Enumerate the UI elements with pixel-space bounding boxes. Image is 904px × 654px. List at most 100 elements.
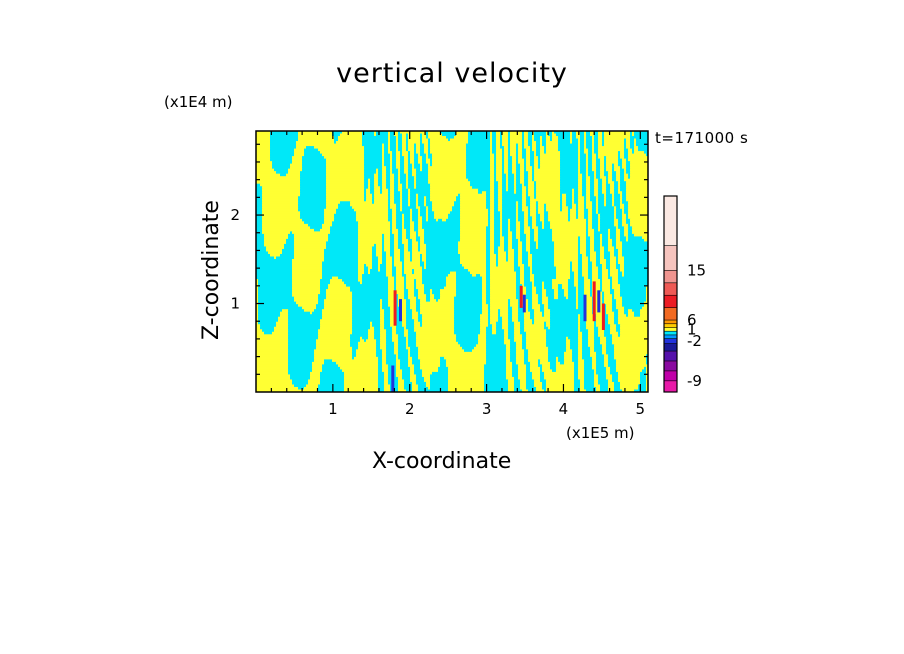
y-axis-label: Z-coordinate bbox=[199, 200, 224, 340]
field-cell bbox=[408, 198, 411, 202]
field-cell bbox=[388, 284, 395, 288]
field-cell bbox=[574, 376, 579, 381]
field-cell bbox=[504, 248, 509, 253]
field-cell bbox=[490, 201, 495, 205]
field-cell bbox=[412, 173, 417, 177]
field-streak bbox=[519, 285, 523, 308]
field-cell bbox=[412, 316, 419, 320]
field-cell bbox=[380, 309, 385, 313]
field-cell bbox=[490, 233, 495, 237]
field-cell bbox=[494, 183, 499, 187]
field-cell bbox=[578, 281, 585, 285]
field-cell bbox=[528, 138, 533, 142]
field-cell bbox=[352, 329, 369, 333]
field-cell bbox=[580, 148, 585, 152]
field-cell bbox=[570, 346, 579, 350]
field-cell bbox=[614, 183, 619, 187]
field-cell bbox=[500, 314, 509, 318]
field-cell bbox=[510, 146, 517, 150]
field-cell bbox=[538, 166, 541, 170]
field-cell bbox=[256, 381, 293, 386]
field-cell bbox=[308, 381, 321, 386]
field-cell bbox=[414, 228, 419, 232]
field-cell bbox=[528, 218, 533, 222]
field-cell bbox=[540, 136, 543, 140]
field-cell bbox=[494, 228, 501, 232]
field-cell bbox=[394, 241, 399, 245]
field-cell bbox=[494, 213, 501, 217]
field-cell bbox=[410, 369, 415, 373]
field-cell bbox=[402, 138, 407, 142]
field-cell bbox=[280, 314, 289, 318]
field-cell bbox=[588, 276, 593, 280]
field-cell bbox=[598, 156, 605, 160]
field-cell bbox=[614, 216, 617, 220]
field-cell bbox=[616, 206, 621, 210]
field-cell bbox=[518, 251, 523, 255]
field-cell bbox=[610, 258, 617, 263]
field-cell bbox=[536, 216, 541, 220]
field-cell bbox=[622, 221, 627, 225]
field-cell bbox=[630, 133, 633, 137]
field-cell bbox=[322, 311, 353, 315]
field-cell bbox=[490, 216, 495, 220]
field-cell bbox=[488, 319, 491, 323]
field-cell bbox=[516, 223, 521, 227]
field-cell bbox=[310, 376, 321, 381]
field-cell bbox=[620, 324, 648, 328]
field-cell bbox=[380, 186, 383, 190]
field-cell bbox=[256, 183, 261, 187]
field-cell bbox=[594, 141, 599, 145]
field-cell bbox=[372, 201, 375, 205]
field-cell bbox=[586, 314, 595, 318]
field-cell bbox=[438, 366, 449, 371]
field-cell bbox=[572, 133, 577, 137]
field-cell bbox=[396, 208, 401, 212]
field-cell bbox=[578, 366, 585, 371]
field-cell bbox=[646, 299, 648, 303]
field-cell bbox=[612, 374, 619, 378]
field-cell bbox=[594, 133, 599, 137]
field-cell bbox=[576, 304, 579, 308]
field-cell bbox=[524, 349, 529, 353]
field-cell bbox=[386, 354, 397, 358]
field-cell bbox=[486, 354, 507, 358]
field-cell bbox=[396, 314, 401, 318]
field-cell bbox=[530, 361, 539, 365]
field-cell bbox=[598, 213, 601, 217]
field-cell bbox=[612, 306, 617, 310]
field-cell bbox=[322, 309, 353, 313]
field-cell bbox=[528, 181, 535, 185]
field-cell bbox=[384, 148, 389, 152]
field-cell bbox=[456, 334, 479, 338]
field-cell bbox=[534, 133, 547, 137]
field-cell bbox=[308, 379, 321, 383]
field-cell bbox=[510, 351, 517, 355]
field-cell bbox=[646, 386, 648, 391]
field-cell bbox=[390, 143, 397, 147]
field-cell bbox=[506, 181, 509, 185]
field-cell bbox=[514, 321, 521, 325]
field-cell bbox=[394, 253, 401, 258]
field-cell bbox=[420, 136, 423, 140]
field-cell bbox=[446, 279, 457, 283]
field-cell bbox=[418, 354, 487, 358]
field-cell bbox=[420, 321, 423, 325]
field-cell bbox=[446, 361, 487, 365]
field-cell bbox=[400, 364, 409, 368]
field-cell bbox=[630, 223, 648, 227]
field-cell bbox=[532, 269, 557, 273]
field-cell bbox=[584, 299, 593, 303]
field-cell bbox=[510, 341, 517, 345]
field-cell bbox=[448, 138, 451, 142]
field-cell bbox=[578, 364, 585, 368]
field-cell bbox=[402, 191, 409, 195]
field-cell bbox=[598, 274, 603, 278]
field-cell bbox=[524, 183, 529, 187]
field-cell bbox=[412, 389, 419, 392]
field-cell bbox=[616, 236, 621, 240]
field-cell bbox=[524, 158, 527, 162]
field-cell bbox=[256, 291, 259, 295]
field-cell bbox=[548, 131, 553, 135]
field-cell bbox=[402, 221, 405, 225]
